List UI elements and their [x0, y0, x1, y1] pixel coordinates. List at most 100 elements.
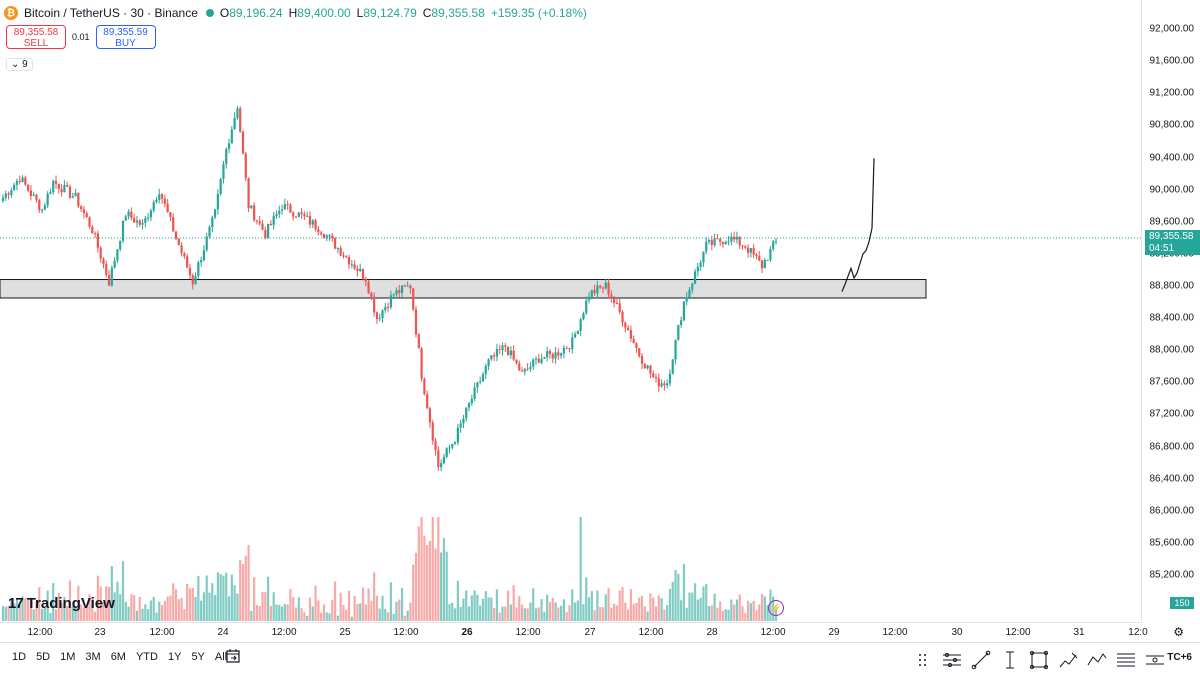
ohlc-close: 89,355.58	[431, 6, 485, 20]
candle-body	[306, 215, 309, 217]
range-1m[interactable]: 1M	[60, 651, 76, 663]
candle-body	[400, 285, 404, 293]
volume-bar	[398, 599, 401, 621]
candle-body	[74, 192, 77, 197]
price-tick-label: 85,600.00	[1149, 537, 1195, 549]
candle-body	[671, 359, 674, 374]
candle-body	[359, 268, 362, 272]
candle-body	[10, 190, 13, 195]
measure-tool-icon[interactable]	[1144, 649, 1166, 671]
volume-bar	[666, 605, 669, 621]
range-ytd[interactable]: YTD	[135, 651, 158, 663]
time-axis[interactable]: 12:00 23 12:00 24 12:00 25 12:00 26 12:00 27 12:00…	[0, 622, 1148, 643]
candle-body	[208, 227, 211, 237]
time-tick-label: 12:00	[638, 627, 664, 638]
candle-body	[40, 209, 44, 211]
volume-bar	[638, 597, 641, 621]
volume-bar	[557, 607, 560, 621]
volume-bars	[1, 517, 778, 621]
lightning-icon[interactable]: ⚡	[768, 600, 784, 616]
candle-body	[476, 382, 479, 388]
drag-handle-icon[interactable]	[912, 649, 934, 671]
volume-bar	[29, 597, 33, 621]
volume-bar	[495, 589, 499, 621]
range-6m[interactable]: 6M	[110, 651, 126, 663]
sell-button[interactable]: 89,355.58 SELL	[6, 25, 66, 49]
price-tick-label: 90,400.00	[1149, 152, 1195, 163]
candle-body	[733, 236, 736, 240]
volume-bar	[269, 605, 272, 621]
candle-body	[158, 194, 161, 200]
timezone-label[interactable]: TC+6	[1167, 652, 1192, 663]
volume-bar	[696, 599, 699, 621]
volume-bar	[96, 575, 99, 621]
volume-bar	[484, 591, 487, 621]
candle-body	[668, 373, 672, 384]
candle-body	[769, 248, 772, 260]
range-5y[interactable]: 5Y	[191, 651, 205, 663]
volume-bar	[267, 576, 270, 621]
candle-body	[272, 215, 275, 225]
projection-path[interactable]	[841, 158, 875, 292]
candle-body	[32, 194, 35, 196]
symbol-title[interactable]: Bitcoin / TetherUS · 30 · Binance	[24, 6, 198, 20]
buy-button[interactable]: 89,355.59 BUY	[95, 25, 156, 49]
volume-bar	[465, 590, 468, 621]
price-tick-label: 90,800.00	[1149, 119, 1195, 131]
candle-body	[331, 235, 334, 239]
volume-bar	[766, 605, 769, 621]
candle-body	[80, 206, 83, 210]
volume-bar	[501, 606, 504, 621]
settings-gear-icon[interactable]: ⚙	[1173, 625, 1184, 639]
candle-body	[278, 210, 281, 215]
candle-body	[487, 359, 490, 367]
candle-body	[546, 351, 549, 358]
candle-body	[356, 268, 359, 272]
candle-body	[442, 456, 446, 464]
range-3m[interactable]: 3M	[85, 651, 101, 663]
range-5d[interactable]: 5D	[36, 651, 51, 663]
candle-body	[222, 164, 225, 180]
volume-bar	[331, 600, 334, 621]
fib-levels-tool-icon[interactable]	[1115, 649, 1137, 671]
volume-bar	[755, 610, 758, 621]
volume-bar	[264, 592, 267, 621]
candle-body	[448, 447, 451, 449]
rectangle-tool-icon[interactable]	[1028, 649, 1050, 671]
candle-body	[520, 370, 524, 372]
candle-body	[465, 407, 468, 419]
chart-area[interactable]	[0, 0, 1142, 622]
text-cursor-tool-icon[interactable]	[999, 649, 1021, 671]
volume-bar	[448, 604, 451, 621]
date-range-calendar-icon[interactable]	[226, 649, 240, 663]
volume-bar	[345, 609, 348, 621]
volume-bar	[456, 580, 459, 621]
support-zone[interactable]	[0, 279, 927, 299]
volume-bar	[582, 604, 585, 621]
volume-bar	[57, 593, 60, 621]
volume-bar	[356, 603, 359, 621]
range-all[interactable]: All	[214, 651, 228, 663]
candle-body	[666, 383, 669, 386]
price-axis[interactable]: 92,000.00 91,600.00 91,200.00 90,800.00 90,4…	[1141, 0, 1200, 622]
time-tick-label: 25	[339, 627, 351, 638]
candle-body	[121, 220, 125, 241]
candle-body	[174, 231, 178, 239]
brush-tool-icon[interactable]	[1057, 649, 1079, 671]
tradingview-logo[interactable]: 17 TradingView	[8, 595, 115, 612]
horizontal-lines-tool-icon[interactable]	[941, 649, 963, 671]
volume-bar	[442, 537, 446, 621]
volume-bar	[306, 615, 309, 621]
candle-body	[57, 183, 60, 189]
candle-body	[29, 190, 33, 196]
candle-body	[599, 285, 602, 288]
candle-body	[721, 241, 725, 245]
volume-bar	[325, 612, 328, 621]
range-1y[interactable]: 1Y	[167, 651, 182, 663]
candle-body	[431, 422, 434, 441]
volume-bar	[451, 602, 454, 621]
range-1d[interactable]: 1D	[12, 651, 27, 663]
trend-line-tool-icon[interactable]	[970, 649, 992, 671]
indicator-toggle[interactable]: ⌄ 9	[6, 58, 33, 71]
pattern-tool-icon[interactable]	[1086, 649, 1108, 671]
